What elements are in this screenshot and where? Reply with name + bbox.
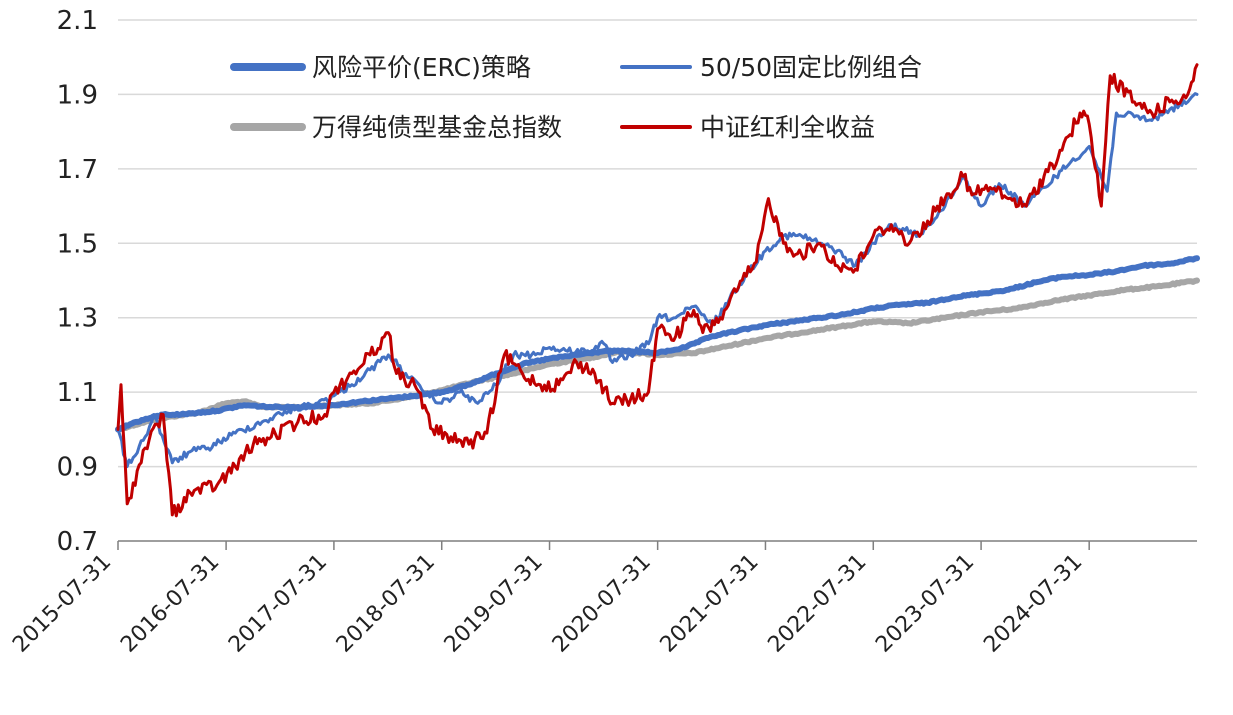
x-tick-label: 2019-07-31 bbox=[440, 550, 548, 658]
x-tick-label: 2016-07-31 bbox=[116, 550, 224, 658]
y-tick-label: 1.5 bbox=[57, 229, 98, 259]
legend-label: 中证红利全收益 bbox=[700, 113, 875, 142]
y-tick-label: 0.9 bbox=[57, 453, 98, 483]
legend-label: 风险平价(ERC)策略 bbox=[312, 53, 531, 82]
x-tick-label: 2020-07-31 bbox=[548, 550, 656, 658]
legend-label: 万得纯债型基金总指数 bbox=[312, 113, 562, 142]
series-line-0 bbox=[115, 255, 1200, 433]
y-tick-label: 2.1 bbox=[57, 6, 98, 36]
series-line-3 bbox=[116, 63, 1199, 518]
gridlines bbox=[118, 19, 1197, 468]
x-tick-label: 2015-07-31 bbox=[8, 550, 116, 658]
y-tick-label: 1.1 bbox=[57, 378, 98, 408]
x-tick-label: 2023-07-31 bbox=[871, 550, 979, 658]
y-tick-label: 1.3 bbox=[57, 304, 98, 334]
x-tick-label: 2017-07-31 bbox=[224, 550, 332, 658]
y-axis-ticks: 0.7 0.9 1.1 1.3 1.5 1.7 1.9 2.1 bbox=[57, 6, 98, 557]
legend-label: 50/50固定比例组合 bbox=[700, 53, 922, 82]
x-tick-label: 2018-07-31 bbox=[332, 550, 440, 658]
y-tick-label: 1.9 bbox=[57, 80, 98, 110]
x-axis: 2015-07-31 2016-07-31 2017-07-31 2018-07-31… bbox=[8, 540, 1197, 658]
x-tick-label: 2022-07-31 bbox=[763, 550, 871, 658]
series-lines bbox=[115, 63, 1200, 518]
x-tick-label: 2024-07-31 bbox=[979, 550, 1087, 658]
y-tick-label: 0.7 bbox=[57, 527, 98, 557]
x-tick-label: 2021-07-31 bbox=[656, 550, 764, 658]
y-tick-label: 1.7 bbox=[57, 155, 98, 185]
